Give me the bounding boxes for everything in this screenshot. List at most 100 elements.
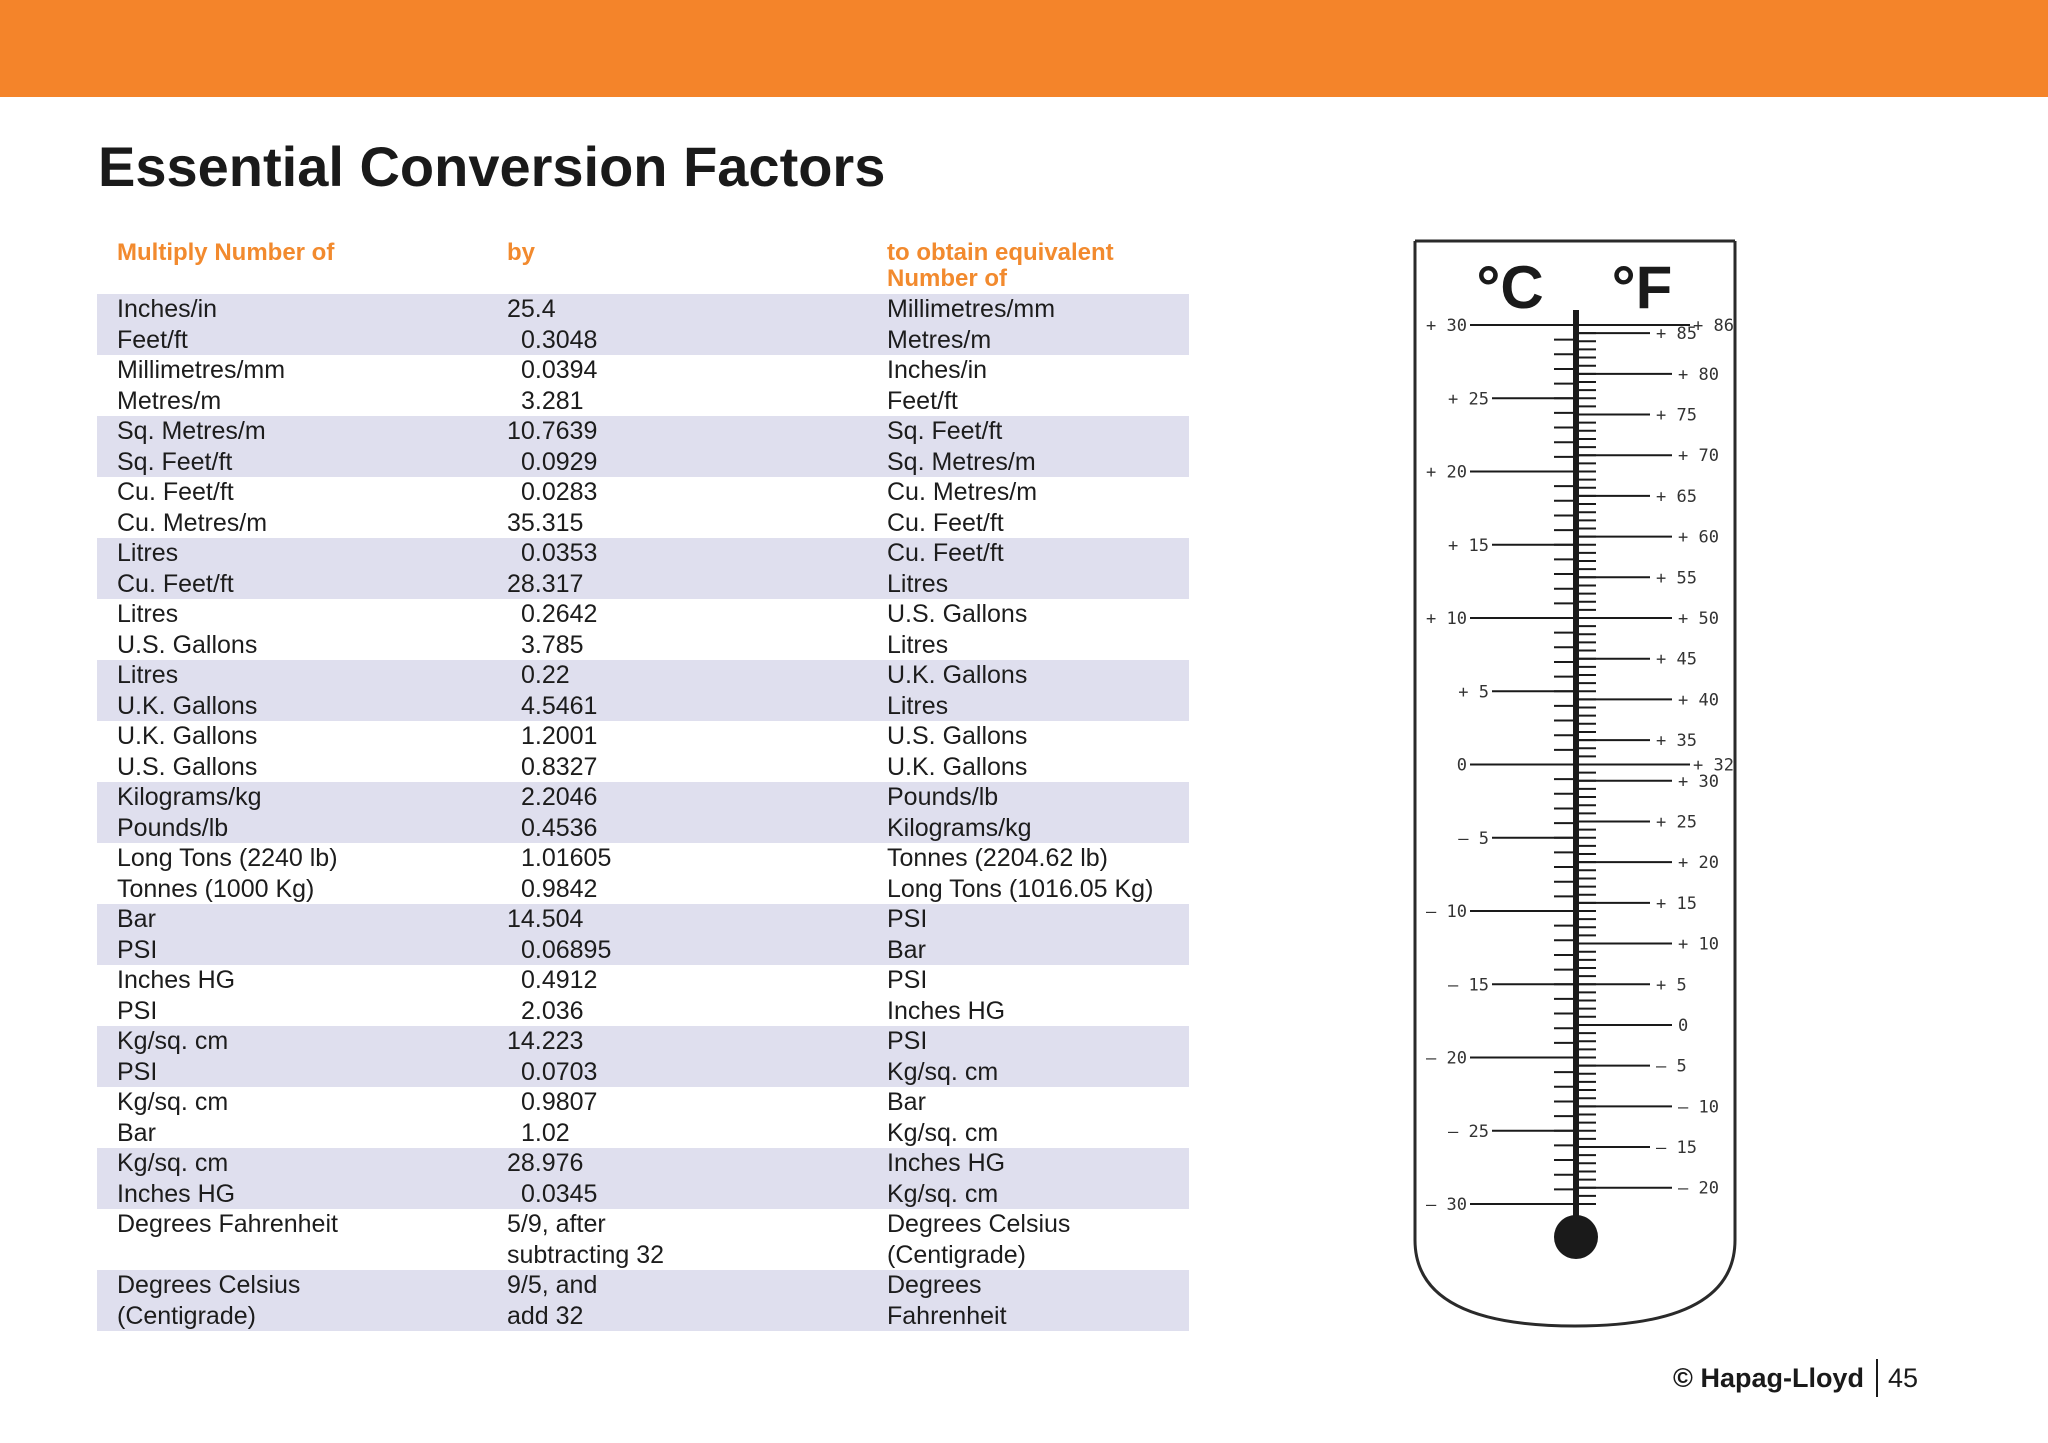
cell-to: Degrees Celsius [887, 1210, 1071, 1238]
cell-from: U.S. Gallons [117, 753, 258, 781]
top-banner [0, 0, 2048, 97]
cell-from: Litres [117, 539, 179, 567]
cell-factor: 0.06895 [521, 936, 612, 964]
cell-factor: 1.01605 [521, 844, 612, 872]
page-number: 45 [1887, 1362, 1918, 1393]
cell-factor: 0.8327 [521, 753, 598, 781]
table-group: Kg/sq. cm 14.223 PSI PSI 0.0703 Kg/sq. cm [97, 1026, 1189, 1087]
cell-to: Millimetres/mm [887, 295, 1056, 323]
cell-from: (Centigrade) [117, 1302, 256, 1330]
cell-to: U.K. Gallons [887, 753, 1028, 781]
cell-factor: 28.317 [507, 570, 584, 598]
cell-from: Inches HG [117, 966, 236, 994]
cell-factor: 0.9807 [521, 1088, 598, 1116]
cell-from: Long Tons (2240 lb) [117, 844, 338, 872]
cell-to: Litres [887, 692, 949, 720]
cell-from: Cu. Feet/ft [117, 570, 234, 598]
cell-to: Kilograms/kg [887, 814, 1032, 842]
fahrenheit-label: + 35 [1656, 731, 1697, 751]
celsius-label: – 15 [1448, 975, 1489, 995]
table-body: Inches/in 25.4 Millimetres/mm Feet/ft 0.3048… [97, 294, 1189, 1331]
cell-to: Metres/m [887, 326, 992, 354]
cell-to: Kg/sq. cm [887, 1180, 999, 1208]
fahrenheit-label: + 85 [1656, 324, 1697, 344]
thermometer-graphic: °C °F + 30+ 25+ 20+ 15+ 10+ 50– 5– 10– 1… [1413, 239, 1737, 1328]
cell-factor: 10.7639 [507, 417, 598, 445]
celsius-label: – 10 [1426, 902, 1467, 922]
cell-from: Kg/sq. cm [117, 1149, 229, 1177]
cell-factor: 0.4912 [521, 966, 598, 994]
cell-to: Degrees [887, 1271, 982, 1299]
celsius-label: + 30 [1426, 316, 1467, 336]
fahrenheit-label: + 50 [1678, 609, 1719, 629]
fahrenheit-label: + 55 [1656, 568, 1697, 588]
celsius-label: – 30 [1426, 1195, 1467, 1215]
cell-factor: 14.504 [507, 905, 584, 933]
cell-from: Tonnes (1000 Kg) [117, 875, 315, 903]
cell-to: U.K. Gallons [887, 661, 1028, 689]
page-title: Essential Conversion Factors [98, 135, 886, 198]
cell-from: Kilograms/kg [117, 783, 262, 811]
cell-factor: 5/9, after [507, 1210, 606, 1238]
cell-from: Litres [117, 661, 179, 689]
cell-factor: 9/5, and [507, 1271, 598, 1299]
fahrenheit-label: – 5 [1656, 1057, 1687, 1077]
thermometer-outline [1413, 239, 1737, 1328]
cell-to: Feet/ft [887, 387, 958, 415]
cell-factor: 0.0394 [521, 356, 598, 384]
fahrenheit-label: + 30 [1678, 772, 1719, 792]
table-group: Long Tons (2240 lb) 1.01605 Tonnes (2204.6… [97, 843, 1189, 904]
cell-to: Cu. Metres/m [887, 478, 1038, 506]
fahrenheit-label: + 15 [1656, 894, 1697, 914]
cell-to: Litres [887, 570, 949, 598]
fahrenheit-label: + 20 [1678, 853, 1719, 873]
cell-from: Cu. Metres/m [117, 509, 268, 537]
fahrenheit-label: 0 [1678, 1016, 1688, 1036]
celsius-label: + 10 [1426, 609, 1467, 629]
table-group: Litres 0.0353 Cu. Feet/ft Cu. Feet/ft 28.317… [97, 538, 1189, 599]
cell-from: Cu. Feet/ft [117, 478, 234, 506]
table-group: Litres 0.22 U.K. Gallons U.K. Gallons 4.5461… [97, 660, 1189, 721]
cell-to: Cu. Feet/ft [887, 539, 1004, 567]
cell-factor: 0.3048 [521, 326, 598, 354]
table-group: U.K. Gallons 1.2001 U.S. Gallons U.S. Gallo… [97, 721, 1189, 782]
cell-to: Kg/sq. cm [887, 1119, 999, 1147]
cell-factor: 35.315 [507, 509, 584, 537]
table-group: Degrees Fahrenheit 5/9, after Degrees Cels… [97, 1209, 1189, 1270]
cell-from: Kg/sq. cm [117, 1027, 229, 1055]
table-group: Kg/sq. cm 28.976 Inches HG Inches HG 0.0345 K… [97, 1148, 1189, 1209]
celsius-label: + 20 [1426, 463, 1467, 483]
thermometer-bulb [1554, 1215, 1598, 1259]
celsius-label: + 5 [1458, 682, 1489, 702]
cell-to: Tonnes (2204.62 lb) [887, 844, 1108, 872]
cell-factor: 28.976 [507, 1149, 584, 1177]
cell-factor: 0.2642 [521, 600, 598, 628]
celsius-label: – 25 [1448, 1122, 1489, 1142]
celsius-label: – 5 [1458, 829, 1489, 849]
cell-factor: 4.5461 [521, 692, 598, 720]
cell-factor: 14.223 [507, 1027, 584, 1055]
cell-factor: 2.2046 [521, 783, 598, 811]
header-obtain: to obtain equivalent Number of [887, 240, 1114, 292]
fahrenheit-label: + 70 [1678, 446, 1719, 466]
conversion-table: Multiply Number of by to obtain equivale… [97, 238, 1189, 1331]
cell-to: Pounds/lb [887, 783, 999, 811]
table-group: Kilograms/kg 2.2046 Pounds/lb Pounds/lb 0.45… [97, 782, 1189, 843]
cell-from: Bar [117, 905, 156, 933]
fahrenheit-label: + 75 [1656, 406, 1697, 426]
fahrenheit-reference-label: + 86 [1693, 316, 1734, 336]
celsius-label: 0 [1457, 756, 1467, 776]
cell-factor: 0.0283 [521, 478, 598, 506]
cell-to: PSI [887, 966, 928, 994]
table-group: Inches HG 0.4912 PSI PSI 2.036 Inches HG [97, 965, 1189, 1026]
celsius-label: + 25 [1448, 389, 1489, 409]
cell-to: Fahrenheit [887, 1302, 1007, 1330]
cell-factor: 2.036 [521, 997, 584, 1025]
fahrenheit-label: + 65 [1656, 487, 1697, 507]
celsius-symbol: °C [1476, 254, 1543, 321]
table-group: Kg/sq. cm 0.9807 Bar Bar 1.02 Kg/sq. cm [97, 1087, 1189, 1148]
cell-to: Sq. Metres/m [887, 448, 1036, 476]
brand-name: © Hapag-Lloyd [1673, 1362, 1864, 1393]
cell-to: U.S. Gallons [887, 600, 1028, 628]
cell-factor: 0.0345 [521, 1180, 598, 1208]
